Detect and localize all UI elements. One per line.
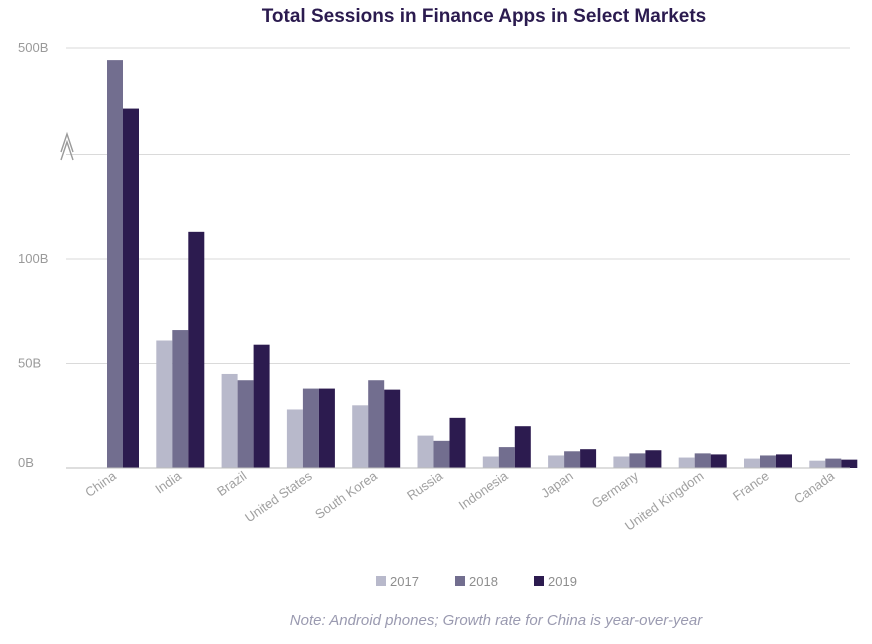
bar-2019 [710, 454, 727, 468]
legend-label: 2018 [469, 574, 498, 589]
legend-label: 2019 [548, 574, 577, 589]
x-tick-label: United States [242, 468, 315, 525]
bar-2018 [825, 458, 842, 468]
x-tick-label: Japan [538, 468, 576, 501]
x-tick-label: Indonesia [456, 468, 511, 513]
legend-swatch [376, 576, 386, 586]
bar-2018 [302, 388, 319, 468]
bar-2019 [514, 426, 531, 468]
bar-2018 [760, 455, 776, 468]
grid [66, 47, 850, 364]
legend-swatch [455, 576, 465, 586]
bar-2019 [188, 231, 205, 468]
x-tick-label: France [730, 468, 772, 503]
legend-swatch [534, 576, 544, 586]
x-tick-label: China [82, 468, 119, 500]
x-tick-label: South Korea [312, 468, 380, 522]
bar-2017 [678, 457, 695, 468]
bar-2019 [580, 449, 597, 468]
x-tick-label: Germany [589, 468, 642, 511]
bar-2018 [629, 453, 646, 468]
y-axis: 0B 50B 100B 500B [18, 40, 48, 470]
bar-2017 [417, 435, 434, 468]
x-tick-label: Brazil [214, 468, 249, 499]
y-tick-label: 0B [18, 455, 34, 470]
x-tick-label: Russia [404, 468, 446, 504]
bar-2019 [776, 454, 792, 468]
bar-2017 [809, 460, 826, 468]
bar-2017 [286, 409, 303, 468]
bar-2018 [564, 451, 581, 468]
chart-title: Total Sessions in Finance Apps in Select… [262, 6, 707, 27]
bar-2018 [368, 380, 385, 468]
bar-2017 [221, 373, 238, 468]
x-tick-label: India [152, 468, 184, 497]
bar-2017 [352, 405, 369, 468]
bars [107, 60, 858, 469]
legend-label: 2017 [390, 574, 419, 589]
bar-2019 [123, 108, 139, 469]
y-tick-label: 100B [18, 251, 48, 266]
bar-2018 [433, 440, 450, 468]
bar-2019 [384, 389, 401, 468]
x-tick-label: Canada [791, 468, 838, 507]
bar-2017 [613, 456, 630, 468]
bar-2018 [172, 330, 189, 468]
bar-2019 [645, 450, 662, 468]
bar-2019 [318, 388, 335, 468]
axis-break-icon [60, 131, 74, 161]
bar-2019 [253, 344, 270, 468]
bar-2018 [498, 447, 515, 468]
bar-2017 [482, 456, 499, 468]
bar-2019 [841, 459, 858, 468]
bar-2018 [237, 380, 254, 468]
bar-2019 [449, 417, 466, 468]
bar-2017 [548, 455, 565, 468]
legend: 2017 2018 2019 [376, 574, 577, 589]
bar-2018 [694, 453, 711, 468]
y-tick-label: 500B [18, 40, 48, 55]
footnote: Note: Android phones; Growth rate for Ch… [290, 612, 703, 629]
y-tick-label: 50B [18, 356, 41, 371]
bar-2018 [107, 60, 123, 468]
bar-2017 [744, 458, 760, 468]
bar-2017 [156, 340, 173, 468]
